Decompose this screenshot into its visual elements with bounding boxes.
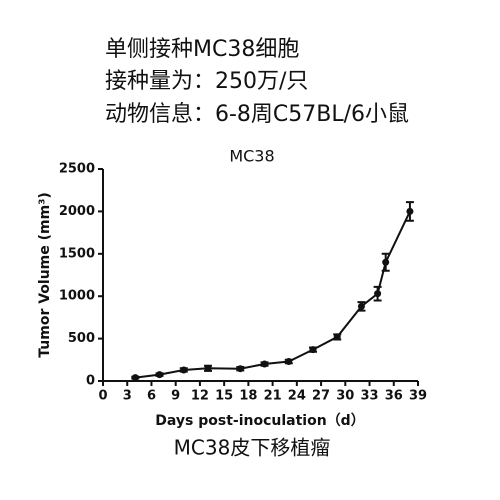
x-tick-label: 15 xyxy=(215,389,233,404)
y-tick-label: 500 xyxy=(68,331,95,346)
x-axis-label: Days post-inoculation（d） xyxy=(155,413,364,429)
x-tick-label: 30 xyxy=(336,389,354,404)
x-tick-label: 12 xyxy=(191,389,209,404)
data-point xyxy=(204,364,212,372)
data-point xyxy=(156,371,164,379)
data-point xyxy=(357,302,365,310)
data-point xyxy=(180,366,188,374)
data-point xyxy=(382,258,390,266)
y-tick-label: 2500 xyxy=(59,162,95,177)
x-tick-label: 18 xyxy=(239,389,257,404)
y-tick-label: 1500 xyxy=(59,246,95,261)
data-point xyxy=(374,290,382,298)
data-point xyxy=(285,357,293,365)
chart-title: MC38 xyxy=(229,147,274,166)
header-line: 接种量为：250万/只 xyxy=(105,69,308,94)
x-tick-label: 36 xyxy=(385,389,403,404)
data-point xyxy=(131,374,139,382)
y-tick-label: 0 xyxy=(86,374,95,389)
y-tick-label: 1000 xyxy=(59,289,95,304)
x-tick-label: 39 xyxy=(409,389,427,404)
header-line: 单侧接种MC38细胞 xyxy=(105,37,299,62)
x-tick-label: 27 xyxy=(312,389,330,404)
x-tick-label: 0 xyxy=(98,389,107,404)
x-tick-label: 6 xyxy=(147,389,156,404)
data-point xyxy=(333,333,341,341)
data-point xyxy=(406,207,414,215)
x-tick-label: 33 xyxy=(360,389,378,404)
data-point xyxy=(309,346,317,354)
caption: MC38皮下移植瘤 xyxy=(174,436,331,460)
x-tick-label: 3 xyxy=(123,389,132,404)
y-tick-label: 2000 xyxy=(59,204,95,219)
data-point xyxy=(261,360,269,368)
header-line: 动物信息：6-8周C57BL/6小鼠 xyxy=(105,102,409,127)
data-line xyxy=(135,210,411,379)
x-tick-label: 24 xyxy=(288,389,306,404)
data-point xyxy=(236,365,244,373)
x-tick-label: 21 xyxy=(264,389,282,404)
y-axis-label: Tumor Volume (mm³) xyxy=(37,192,53,357)
x-tick-label: 9 xyxy=(171,389,180,404)
